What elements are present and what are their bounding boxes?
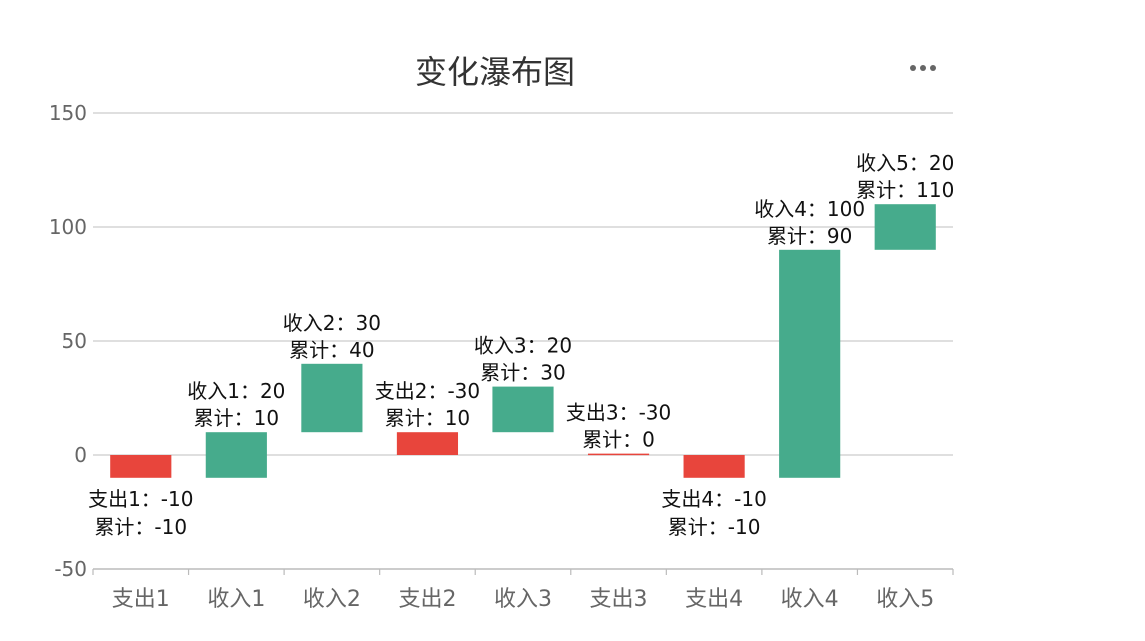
y-tick-label: 50 (62, 329, 87, 353)
x-tick-label: 收入2 (303, 587, 361, 612)
data-label-cumulative: 累计：-10 (94, 515, 187, 539)
bar-收入5 (874, 204, 936, 250)
bar-收入2 (301, 363, 363, 433)
bar-支出2 (396, 432, 459, 455)
data-label-cumulative: 累计：0 (582, 428, 655, 452)
more-options-button[interactable] (905, 55, 941, 79)
data-label-change: 收入2：30 (283, 311, 381, 335)
data-label-change: 支出3：-30 (566, 401, 671, 425)
more-horizontal-icon (910, 65, 936, 71)
x-tick-label: 收入4 (781, 587, 839, 612)
x-tick-label: 支出1 (112, 587, 170, 612)
y-tick-label: 0 (74, 443, 87, 467)
bar-收入4 (779, 249, 841, 478)
bar-支出1 (110, 455, 172, 478)
bars (110, 204, 936, 478)
data-label-change: 支出2：-30 (375, 379, 480, 403)
bar-收入3 (492, 386, 554, 433)
x-tick-label: 收入1 (207, 587, 265, 612)
data-label-change: 收入3：20 (474, 334, 572, 358)
y-tick-label: -50 (54, 557, 87, 581)
y-axis-ticks: 150 100 50 0 -50 (49, 101, 87, 581)
data-label-cumulative: 累计：10 (385, 406, 470, 430)
y-tick-label: 100 (49, 215, 87, 239)
y-tick-label: 150 (49, 101, 87, 125)
data-label-change: 收入4：100 (754, 197, 865, 221)
data-label-cumulative: 累计：10 (194, 406, 279, 430)
bar-收入1 (205, 432, 267, 478)
x-tick-label: 支出2 (398, 587, 456, 612)
data-label-change: 支出1：-10 (88, 487, 193, 511)
data-label-change: 收入1：20 (187, 379, 285, 403)
chart-title: 变化瀑布图 (415, 53, 575, 91)
data-label-cumulative: 累计：30 (480, 361, 565, 385)
x-tick-label: 收入5 (876, 587, 934, 612)
data-labels: 支出1：-10 累计：-10 收入1：20 累计：10 收入2：30 累计：40支出2：-… (88, 151, 954, 539)
x-tick-label: 收入3 (494, 587, 552, 612)
data-label-cumulative: 累计：90 (767, 224, 852, 248)
data-label-cumulative: 累计：40 (289, 338, 374, 362)
data-label-cumulative: 累计：110 (856, 178, 954, 202)
data-label-change: 支出4：-10 (661, 487, 766, 511)
x-tick-label: 支出4 (685, 587, 743, 612)
data-label-cumulative: 累计：-10 (668, 515, 761, 539)
x-axis: 支出1 收入1 收入2 支出2 收入3 支出3 支出4 收入4 收入5 (92, 568, 954, 612)
bar-支出3 (587, 453, 650, 456)
x-tick-label: 支出3 (590, 587, 648, 612)
data-label-change: 收入5：20 (856, 151, 954, 175)
bar-支出4 (683, 455, 745, 478)
